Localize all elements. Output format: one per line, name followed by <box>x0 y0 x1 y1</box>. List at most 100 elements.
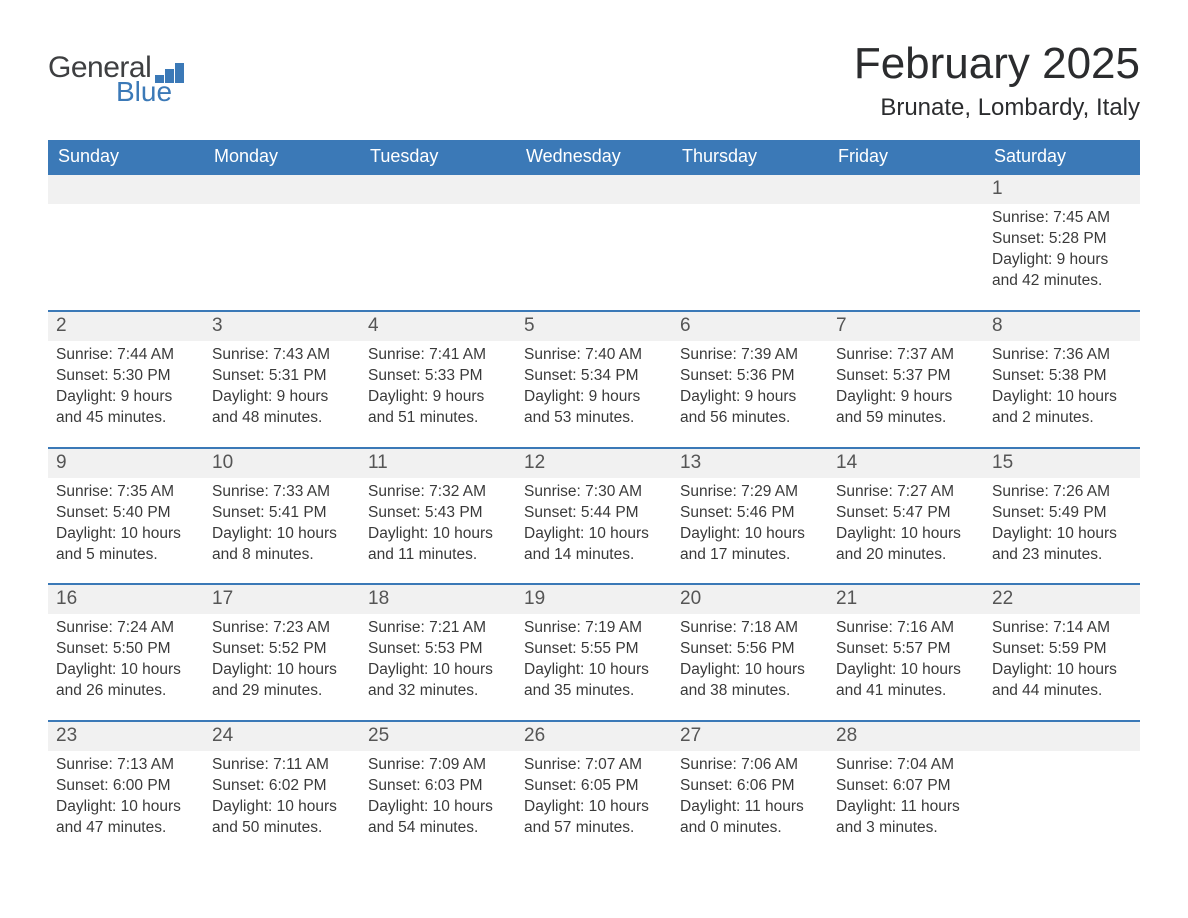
daylight-line: Daylight: 10 hours and 54 minutes. <box>368 797 508 839</box>
day-number-cell: 13 <box>672 449 828 478</box>
day-detail-cell: Sunrise: 7:41 AMSunset: 5:33 PMDaylight:… <box>360 341 516 448</box>
sunset-line: Sunset: 6:06 PM <box>680 776 820 797</box>
day-detail-cell: Sunrise: 7:39 AMSunset: 5:36 PMDaylight:… <box>672 341 828 448</box>
sunset-line: Sunset: 5:46 PM <box>680 503 820 524</box>
sunrise-line: Sunrise: 7:26 AM <box>992 482 1132 503</box>
daylight-line: Daylight: 9 hours and 45 minutes. <box>56 387 196 429</box>
sunset-line: Sunset: 5:44 PM <box>524 503 664 524</box>
daylight-line: Daylight: 10 hours and 2 minutes. <box>992 387 1132 429</box>
sunrise-line: Sunrise: 7:33 AM <box>212 482 352 503</box>
weekday-header: Sunday <box>48 140 204 175</box>
day-number-cell <box>48 175 204 204</box>
day-number-cell: 16 <box>48 585 204 614</box>
sunset-line: Sunset: 6:02 PM <box>212 776 352 797</box>
sunrise-line: Sunrise: 7:32 AM <box>368 482 508 503</box>
day-detail-cell <box>360 204 516 311</box>
sunset-line: Sunset: 5:43 PM <box>368 503 508 524</box>
day-number-cell: 23 <box>48 722 204 751</box>
day-detail-cell: Sunrise: 7:43 AMSunset: 5:31 PMDaylight:… <box>204 341 360 448</box>
sunrise-line: Sunrise: 7:09 AM <box>368 755 508 776</box>
sunset-line: Sunset: 5:57 PM <box>836 639 976 660</box>
page-title: February 2025 <box>854 40 1140 88</box>
daylight-line: Daylight: 9 hours and 48 minutes. <box>212 387 352 429</box>
day-number-cell <box>984 722 1140 751</box>
day-number-cell: 15 <box>984 449 1140 478</box>
sunset-line: Sunset: 5:40 PM <box>56 503 196 524</box>
day-number-cell: 8 <box>984 312 1140 341</box>
day-number-cell: 20 <box>672 585 828 614</box>
weekday-header-row: SundayMondayTuesdayWednesdayThursdayFrid… <box>48 140 1140 175</box>
sunrise-line: Sunrise: 7:37 AM <box>836 345 976 366</box>
day-number-cell: 28 <box>828 722 984 751</box>
daylight-line: Daylight: 9 hours and 42 minutes. <box>992 250 1132 292</box>
sunset-line: Sunset: 5:52 PM <box>212 639 352 660</box>
day-number-cell: 24 <box>204 722 360 751</box>
sunset-line: Sunset: 5:34 PM <box>524 366 664 387</box>
sunset-line: Sunset: 5:49 PM <box>992 503 1132 524</box>
title-block: February 2025 Brunate, Lombardy, Italy <box>854 40 1140 122</box>
day-number-cell: 5 <box>516 312 672 341</box>
sunset-line: Sunset: 5:28 PM <box>992 229 1132 250</box>
sunrise-line: Sunrise: 7:14 AM <box>992 618 1132 639</box>
sunrise-line: Sunrise: 7:23 AM <box>212 618 352 639</box>
day-detail-cell: Sunrise: 7:23 AMSunset: 5:52 PMDaylight:… <box>204 614 360 721</box>
day-detail-cell: Sunrise: 7:14 AMSunset: 5:59 PMDaylight:… <box>984 614 1140 721</box>
daylight-line: Daylight: 11 hours and 3 minutes. <box>836 797 976 839</box>
day-number-row: 16171819202122 <box>48 585 1140 614</box>
sunset-line: Sunset: 5:41 PM <box>212 503 352 524</box>
day-detail-cell: Sunrise: 7:45 AMSunset: 5:28 PMDaylight:… <box>984 204 1140 311</box>
day-detail-cell: Sunrise: 7:11 AMSunset: 6:02 PMDaylight:… <box>204 751 360 857</box>
sunrise-line: Sunrise: 7:36 AM <box>992 345 1132 366</box>
daylight-line: Daylight: 10 hours and 5 minutes. <box>56 524 196 566</box>
weekday-header: Monday <box>204 140 360 175</box>
day-number-cell: 25 <box>360 722 516 751</box>
day-number-cell <box>360 175 516 204</box>
sunrise-line: Sunrise: 7:35 AM <box>56 482 196 503</box>
calendar-table: SundayMondayTuesdayWednesdayThursdayFrid… <box>48 140 1140 856</box>
weekday-header: Wednesday <box>516 140 672 175</box>
sunset-line: Sunset: 5:59 PM <box>992 639 1132 660</box>
sunrise-line: Sunrise: 7:40 AM <box>524 345 664 366</box>
day-number-cell <box>828 175 984 204</box>
day-number-row: 9101112131415 <box>48 449 1140 478</box>
sunset-line: Sunset: 6:05 PM <box>524 776 664 797</box>
sunrise-line: Sunrise: 7:43 AM <box>212 345 352 366</box>
day-number-cell: 9 <box>48 449 204 478</box>
daylight-line: Daylight: 10 hours and 26 minutes. <box>56 660 196 702</box>
sunset-line: Sunset: 5:55 PM <box>524 639 664 660</box>
sunrise-line: Sunrise: 7:41 AM <box>368 345 508 366</box>
daylight-line: Daylight: 10 hours and 57 minutes. <box>524 797 664 839</box>
day-detail-cell: Sunrise: 7:19 AMSunset: 5:55 PMDaylight:… <box>516 614 672 721</box>
sunrise-line: Sunrise: 7:45 AM <box>992 208 1132 229</box>
sunset-line: Sunset: 5:36 PM <box>680 366 820 387</box>
day-detail-cell: Sunrise: 7:13 AMSunset: 6:00 PMDaylight:… <box>48 751 204 857</box>
day-detail-row: Sunrise: 7:44 AMSunset: 5:30 PMDaylight:… <box>48 341 1140 448</box>
day-detail-row: Sunrise: 7:45 AMSunset: 5:28 PMDaylight:… <box>48 204 1140 311</box>
day-number-cell: 7 <box>828 312 984 341</box>
sunrise-line: Sunrise: 7:44 AM <box>56 345 196 366</box>
day-detail-cell: Sunrise: 7:18 AMSunset: 5:56 PMDaylight:… <box>672 614 828 721</box>
daylight-line: Daylight: 9 hours and 53 minutes. <box>524 387 664 429</box>
daylight-line: Daylight: 9 hours and 59 minutes. <box>836 387 976 429</box>
day-detail-cell: Sunrise: 7:37 AMSunset: 5:37 PMDaylight:… <box>828 341 984 448</box>
day-detail-cell: Sunrise: 7:44 AMSunset: 5:30 PMDaylight:… <box>48 341 204 448</box>
day-detail-cell: Sunrise: 7:07 AMSunset: 6:05 PMDaylight:… <box>516 751 672 857</box>
sunset-line: Sunset: 5:47 PM <box>836 503 976 524</box>
sunrise-line: Sunrise: 7:29 AM <box>680 482 820 503</box>
daylight-line: Daylight: 9 hours and 51 minutes. <box>368 387 508 429</box>
sunset-line: Sunset: 5:38 PM <box>992 366 1132 387</box>
day-detail-cell: Sunrise: 7:06 AMSunset: 6:06 PMDaylight:… <box>672 751 828 857</box>
sunset-line: Sunset: 5:30 PM <box>56 366 196 387</box>
day-number-cell: 12 <box>516 449 672 478</box>
daylight-line: Daylight: 10 hours and 47 minutes. <box>56 797 196 839</box>
sunrise-line: Sunrise: 7:06 AM <box>680 755 820 776</box>
day-number-cell <box>672 175 828 204</box>
sunrise-line: Sunrise: 7:16 AM <box>836 618 976 639</box>
day-number-cell: 18 <box>360 585 516 614</box>
sunset-line: Sunset: 5:53 PM <box>368 639 508 660</box>
day-number-cell: 19 <box>516 585 672 614</box>
day-number-row: 1 <box>48 175 1140 204</box>
sunrise-line: Sunrise: 7:30 AM <box>524 482 664 503</box>
weekday-header: Tuesday <box>360 140 516 175</box>
sunrise-line: Sunrise: 7:19 AM <box>524 618 664 639</box>
